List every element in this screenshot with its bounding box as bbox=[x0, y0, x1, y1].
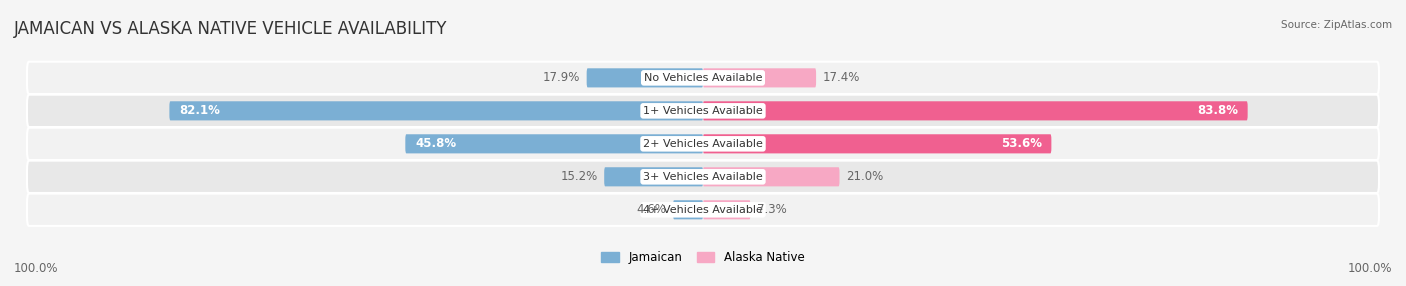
Text: Source: ZipAtlas.com: Source: ZipAtlas.com bbox=[1281, 20, 1392, 30]
FancyBboxPatch shape bbox=[605, 167, 703, 186]
Text: 15.2%: 15.2% bbox=[561, 170, 598, 183]
FancyBboxPatch shape bbox=[703, 134, 1052, 153]
Text: 53.6%: 53.6% bbox=[1001, 137, 1042, 150]
Text: 82.1%: 82.1% bbox=[179, 104, 219, 117]
FancyBboxPatch shape bbox=[27, 95, 1379, 127]
FancyBboxPatch shape bbox=[169, 101, 703, 120]
Text: 21.0%: 21.0% bbox=[846, 170, 883, 183]
Text: 7.3%: 7.3% bbox=[756, 203, 787, 216]
FancyBboxPatch shape bbox=[405, 134, 703, 153]
Text: 83.8%: 83.8% bbox=[1197, 104, 1237, 117]
Text: 4+ Vehicles Available: 4+ Vehicles Available bbox=[643, 205, 763, 215]
FancyBboxPatch shape bbox=[27, 161, 1379, 193]
FancyBboxPatch shape bbox=[27, 128, 1379, 160]
FancyBboxPatch shape bbox=[673, 200, 703, 219]
FancyBboxPatch shape bbox=[703, 101, 1247, 120]
Text: 4.6%: 4.6% bbox=[637, 203, 666, 216]
Text: JAMAICAN VS ALASKA NATIVE VEHICLE AVAILABILITY: JAMAICAN VS ALASKA NATIVE VEHICLE AVAILA… bbox=[14, 20, 447, 38]
Text: No Vehicles Available: No Vehicles Available bbox=[644, 73, 762, 83]
FancyBboxPatch shape bbox=[703, 167, 839, 186]
FancyBboxPatch shape bbox=[703, 68, 815, 88]
Legend: Jamaican, Alaska Native: Jamaican, Alaska Native bbox=[596, 247, 810, 269]
FancyBboxPatch shape bbox=[703, 200, 751, 219]
Text: 17.9%: 17.9% bbox=[543, 72, 581, 84]
Text: 2+ Vehicles Available: 2+ Vehicles Available bbox=[643, 139, 763, 149]
FancyBboxPatch shape bbox=[586, 68, 703, 88]
FancyBboxPatch shape bbox=[27, 194, 1379, 226]
Text: 1+ Vehicles Available: 1+ Vehicles Available bbox=[643, 106, 763, 116]
Text: 45.8%: 45.8% bbox=[415, 137, 456, 150]
Text: 17.4%: 17.4% bbox=[823, 72, 860, 84]
Text: 3+ Vehicles Available: 3+ Vehicles Available bbox=[643, 172, 763, 182]
Text: 100.0%: 100.0% bbox=[14, 262, 59, 275]
Text: 100.0%: 100.0% bbox=[1347, 262, 1392, 275]
FancyBboxPatch shape bbox=[27, 62, 1379, 94]
